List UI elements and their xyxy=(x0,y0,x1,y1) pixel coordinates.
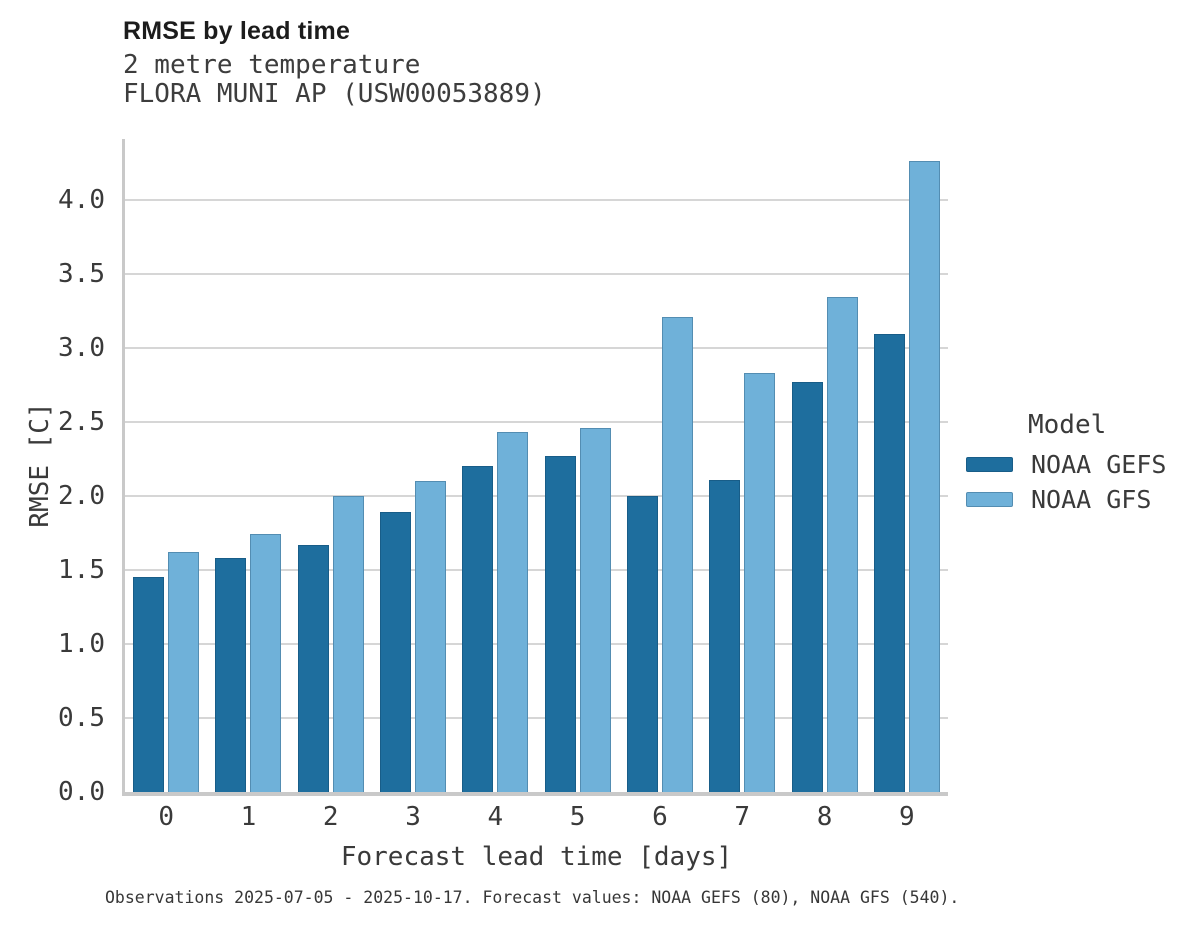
x-tick-label-0: 0 xyxy=(158,802,174,832)
legend-swatch-noaa-gefs xyxy=(966,457,1013,472)
x-tick-label-7: 7 xyxy=(734,802,751,832)
bar-group-lead-6 xyxy=(619,139,701,792)
y-tick-label-1.0: 1.0 xyxy=(58,628,105,659)
gridline-y-3.5 xyxy=(125,272,948,275)
y-tick-label-1.5: 1.5 xyxy=(58,554,105,585)
legend-label-noaa-gfs: NOAA GFS xyxy=(1031,485,1152,514)
chart-title: RMSE by lead time xyxy=(123,17,351,45)
legend: Model NOAA GEFS NOAA GFS xyxy=(966,410,1166,517)
y-tick-label-2.5: 2.5 xyxy=(58,406,105,437)
footer-note: Observations 2025-07-05 - 2025-10-17. Fo… xyxy=(105,888,960,907)
bar-group-lead-9 xyxy=(866,139,948,792)
y-tick-label-3.0: 3.0 xyxy=(58,332,105,363)
bar-noaa-gefs-lead-5 xyxy=(544,455,576,792)
bar-noaa-gefs-lead-2 xyxy=(297,544,329,792)
legend-entry-noaa-gfs: NOAA GFS xyxy=(966,482,1166,517)
x-tick-label-8: 8 xyxy=(816,802,833,832)
bar-noaa-gefs-lead-0 xyxy=(133,577,165,792)
bar-noaa-gfs-lead-0 xyxy=(168,552,200,792)
gridline-y-1.5 xyxy=(125,568,948,571)
bar-noaa-gfs-lead-1 xyxy=(250,534,282,792)
chart-subtitle-variable: 2 metre temperature xyxy=(123,50,421,80)
bar-noaa-gfs-lead-3 xyxy=(415,481,447,792)
bar-noaa-gefs-lead-3 xyxy=(380,512,412,792)
bar-noaa-gfs-lead-4 xyxy=(497,432,529,792)
bar-group-lead-7 xyxy=(701,139,783,792)
x-tick-label-5: 5 xyxy=(569,802,586,832)
gridline-y-3.0 xyxy=(125,346,948,349)
bar-group-lead-2 xyxy=(290,139,372,792)
y-tick-label-3.5: 3.5 xyxy=(58,258,105,289)
bar-noaa-gfs-lead-5 xyxy=(579,427,611,792)
gridline-y-4.0 xyxy=(125,198,948,201)
bar-noaa-gefs-lead-9 xyxy=(873,334,905,792)
gridline-y-2.0 xyxy=(125,494,948,497)
plot-area xyxy=(122,139,948,796)
x-tick-label-9: 9 xyxy=(898,802,915,832)
bar-group-lead-1 xyxy=(207,139,289,792)
bar-noaa-gefs-lead-8 xyxy=(791,381,823,792)
legend-title: Model xyxy=(1028,410,1107,440)
legend-swatch-noaa-gfs xyxy=(966,492,1013,507)
legend-entries: NOAA GEFS NOAA GFS xyxy=(966,447,1166,517)
x-tick-label-4: 4 xyxy=(487,802,504,832)
x-tick-label-6: 6 xyxy=(652,802,668,832)
bar-group-lead-3 xyxy=(372,139,454,792)
x-tick-label-3: 3 xyxy=(405,802,421,832)
y-tick-label-0.5: 0.5 xyxy=(58,702,105,733)
bar-group-lead-0 xyxy=(125,139,207,792)
y-tick-label-2.0: 2.0 xyxy=(58,480,105,511)
x-tick-labels: 0 1 2 3 4 5 6 7 8 9 xyxy=(125,802,948,832)
legend-entry-noaa-gefs: NOAA GEFS xyxy=(966,447,1166,482)
y-tick-label-0.0: 0.0 xyxy=(58,777,105,807)
bar-group-lead-8 xyxy=(783,139,865,792)
y-tick-label-4.0: 4.0 xyxy=(58,184,105,215)
x-axis-title: Forecast lead time [days] xyxy=(340,842,733,872)
bar-noaa-gefs-lead-6 xyxy=(626,495,658,792)
chart-subtitle-station: FLORA MUNI AP (USW00053889) xyxy=(123,79,546,109)
bar-noaa-gefs-lead-1 xyxy=(215,558,247,792)
bar-noaa-gfs-lead-9 xyxy=(908,161,940,792)
bar-noaa-gfs-lead-7 xyxy=(744,372,776,792)
bar-noaa-gefs-lead-7 xyxy=(709,479,741,792)
bars-layer xyxy=(125,139,948,792)
gridline-y-1.0 xyxy=(125,642,948,645)
x-tick-label-1: 1 xyxy=(240,802,257,832)
bar-noaa-gfs-lead-6 xyxy=(661,316,693,792)
bar-noaa-gefs-lead-4 xyxy=(462,466,494,792)
x-tick-label-2: 2 xyxy=(322,802,339,832)
bar-noaa-gfs-lead-2 xyxy=(332,495,364,792)
bar-noaa-gfs-lead-8 xyxy=(826,297,858,792)
gridline-y-0.5 xyxy=(125,716,948,719)
gridline-y-2.5 xyxy=(125,420,948,423)
bar-group-lead-4 xyxy=(454,139,536,792)
bar-group-lead-5 xyxy=(536,139,618,792)
legend-label-noaa-gefs: NOAA GEFS xyxy=(1031,450,1167,479)
y-tick-labels: 0.0 0.5 1.0 1.5 2.0 2.5 3.0 3.5 4.0 xyxy=(0,139,105,807)
